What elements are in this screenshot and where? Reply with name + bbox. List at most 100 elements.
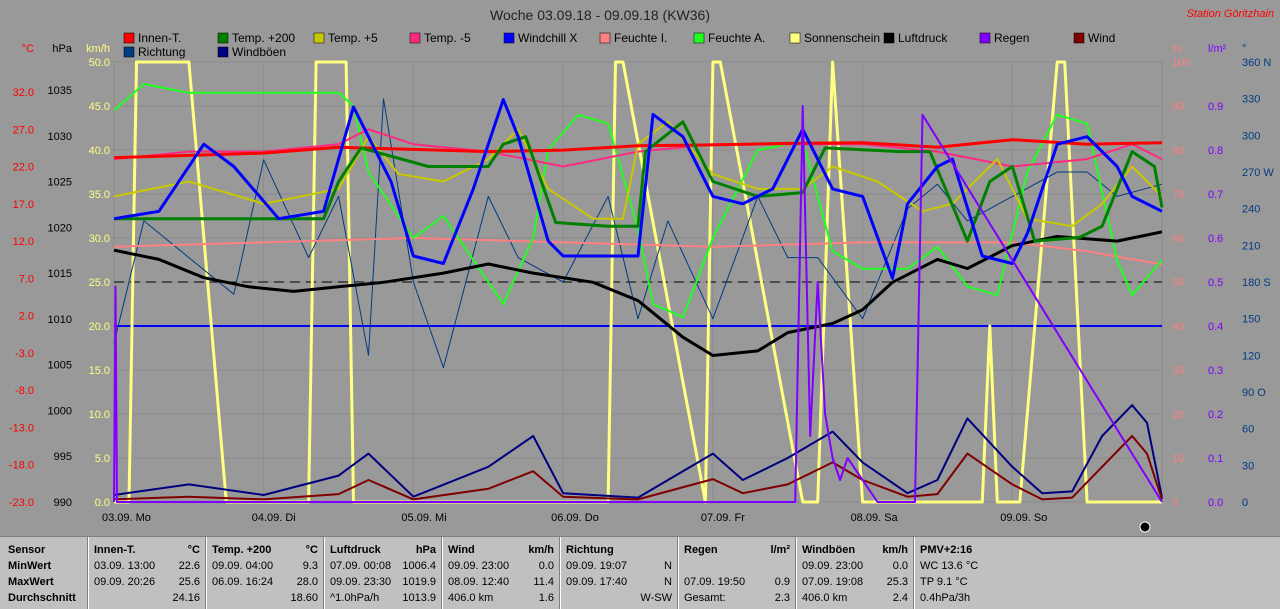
legend-swatch — [883, 32, 895, 44]
celsius-axis-tick: -13.0 — [9, 422, 34, 434]
table-cell-row: Gesamt: 2.3 — [678, 590, 796, 606]
legend: Innen-T. Temp. +200 Temp. +5 Temp. -5 Windch… — [123, 31, 1115, 59]
table-separator — [88, 537, 89, 609]
weather-chart: Woche 03.09.18 - 09.09.18 (KW36) Station… — [8, 7, 1275, 533]
x-tick-label: 08.09. Sa — [851, 512, 899, 524]
row-labels: Sensor MinWert MaxWert Durchschnitt — [0, 537, 88, 609]
column-title: Innen-T. — [94, 544, 136, 556]
legend-swatch — [979, 32, 991, 44]
kmh-axis-tick: 0.0 — [95, 497, 110, 509]
cell-label: ^1.0hPa/h — [330, 592, 380, 604]
station-label: Station Göritzhain — [1187, 8, 1274, 20]
legend-label: Richtung — [138, 45, 185, 59]
cell-label: 07.09. 19:08 — [802, 576, 864, 588]
percent-axis-tick: 60 — [1172, 233, 1184, 245]
kmh-axis-tick: 40.0 — [89, 145, 110, 157]
cell-label: 09.09. 19:07 — [566, 560, 628, 572]
hpa-axis-tick: 995 — [54, 451, 72, 463]
table-cell-row: 09.09. 04:00 9.3 — [206, 558, 324, 574]
column-header: PMV+2:16 — [914, 542, 1032, 558]
table-cell-row: 03.09. 13:00 22.6 — [88, 558, 206, 574]
kmh-axis-tick: 15.0 — [89, 365, 110, 377]
celsius-axis-tick: 22.0 — [13, 162, 34, 174]
axes: °C 32.0 27.0 22.0 17.0 12.0 7.0 2.0 -3.0 -8.0 -13.… — [9, 43, 1274, 524]
table-column: Windböen km/h 09.09. 23:00 0.0 07.09. 19:08 2… — [796, 537, 914, 609]
series-temp-200 — [114, 120, 1164, 243]
cell-value: 1013.9 — [402, 592, 436, 604]
table-cell-row: 07.09. 00:08 1006.4 — [324, 558, 442, 574]
scroll-marker-icon[interactable] — [1139, 521, 1151, 533]
degree-axis-tick: 210 — [1242, 240, 1260, 252]
legend-label: Sonnenschein — [804, 31, 880, 45]
column-header: Temp. +200 °C — [206, 542, 324, 558]
cell-value: 11.4 — [533, 576, 554, 588]
hpa-axis-tick: 1015 — [48, 268, 72, 280]
legend-swatch — [503, 32, 515, 44]
cell-label: 07.09. 00:08 — [330, 560, 392, 572]
series-temp-5 — [113, 128, 1163, 168]
celsius-axis-tick: 27.0 — [13, 124, 34, 136]
series-innen-t- — [113, 138, 1163, 160]
hpa-axis-tick: 1030 — [48, 131, 72, 143]
cell-value: 28.0 — [296, 576, 318, 588]
column-header: Innen-T. °C — [88, 542, 206, 558]
table-column: Innen-T. °C 03.09. 13:00 22.6 09.09. 20:26 25… — [88, 537, 206, 609]
cell-label: 406.0 km — [802, 592, 848, 604]
column-header: Luftdruck hPa — [324, 542, 442, 558]
table-separator — [442, 537, 443, 609]
legend-label: Wind — [1088, 31, 1115, 45]
celsius-axis-unit: °C — [22, 43, 34, 55]
kmh-axis-tick: 20.0 — [89, 321, 110, 333]
table-cell-row: 09.09. 23:00 0.0 — [796, 558, 914, 574]
legend-label: Luftdruck — [898, 31, 948, 45]
table-cell-row: 09.09. 20:26 25.6 — [88, 574, 206, 590]
cell-value: 25.3 — [886, 576, 908, 588]
degree-axis-tick: 180 S — [1242, 277, 1271, 289]
cell-value: 1019.9 — [402, 576, 436, 588]
legend-swatch — [599, 32, 611, 44]
hpa-axis-tick: 1035 — [48, 85, 72, 97]
legend-swatch — [123, 46, 135, 58]
legend-label: Feuchte I. — [614, 31, 667, 45]
kmh-axis-tick: 30.0 — [89, 233, 110, 245]
x-tick-label: 04.09. Di — [252, 512, 296, 524]
kmh-axis-tick: 35.0 — [89, 189, 110, 201]
celsius-axis-tick: -23.0 — [9, 497, 34, 509]
legend-label: Regen — [994, 31, 1029, 45]
cell-value: 24.16 — [172, 592, 200, 604]
cell-value: 2.4 — [892, 592, 908, 604]
table-cell-row: 09.09. 23:30 1019.9 — [324, 574, 442, 590]
cell-value: 0.9 — [774, 576, 790, 588]
percent-axis-tick: 20 — [1172, 409, 1184, 421]
column-unit: l/m² — [770, 544, 790, 556]
celsius-axis-tick: -18.0 — [9, 460, 34, 472]
percent-axis-tick: 80 — [1172, 145, 1184, 157]
table-cell-row: 07.09. 19:50 0.9 — [678, 574, 796, 590]
column-unit: km/h — [882, 544, 908, 556]
degree-axis-tick: 300 — [1242, 130, 1260, 142]
column-title: Wind — [448, 544, 475, 556]
kmh-axis-tick: 25.0 — [89, 277, 110, 289]
legend-swatch — [789, 32, 801, 44]
degree-axis-tick: 240 — [1242, 204, 1260, 216]
x-tick-label: 07.09. Fr — [701, 512, 745, 524]
hpa-axis-unit: hPa — [52, 43, 72, 55]
cell-label: 08.09. 12:40 — [448, 576, 510, 588]
grid — [113, 61, 1163, 503]
legend-swatch — [123, 32, 135, 44]
table-cell-row: 0.4hPa/3h — [914, 590, 1032, 606]
column-title: Windböen — [802, 544, 856, 556]
cell-value: N — [664, 576, 672, 588]
table-cell-row: 09.09. 19:07 N — [560, 558, 678, 574]
legend-swatch — [217, 32, 229, 44]
table-cell-row — [678, 558, 796, 574]
cell-label: 09.09. 17:40 — [566, 576, 628, 588]
chart-title: Woche 03.09.18 - 09.09.18 (KW36) — [490, 7, 710, 23]
column-unit: km/h — [528, 544, 554, 556]
column-title: Regen — [684, 544, 718, 556]
degree-axis-tick: 30 — [1242, 460, 1254, 472]
series-feuchte-a- — [113, 83, 1163, 319]
table-cell-row: WC 13.6 °C — [914, 558, 1032, 574]
x-tick-label: 09.09. So — [1000, 512, 1047, 524]
cell-label: 07.09. 19:50 — [684, 576, 746, 588]
